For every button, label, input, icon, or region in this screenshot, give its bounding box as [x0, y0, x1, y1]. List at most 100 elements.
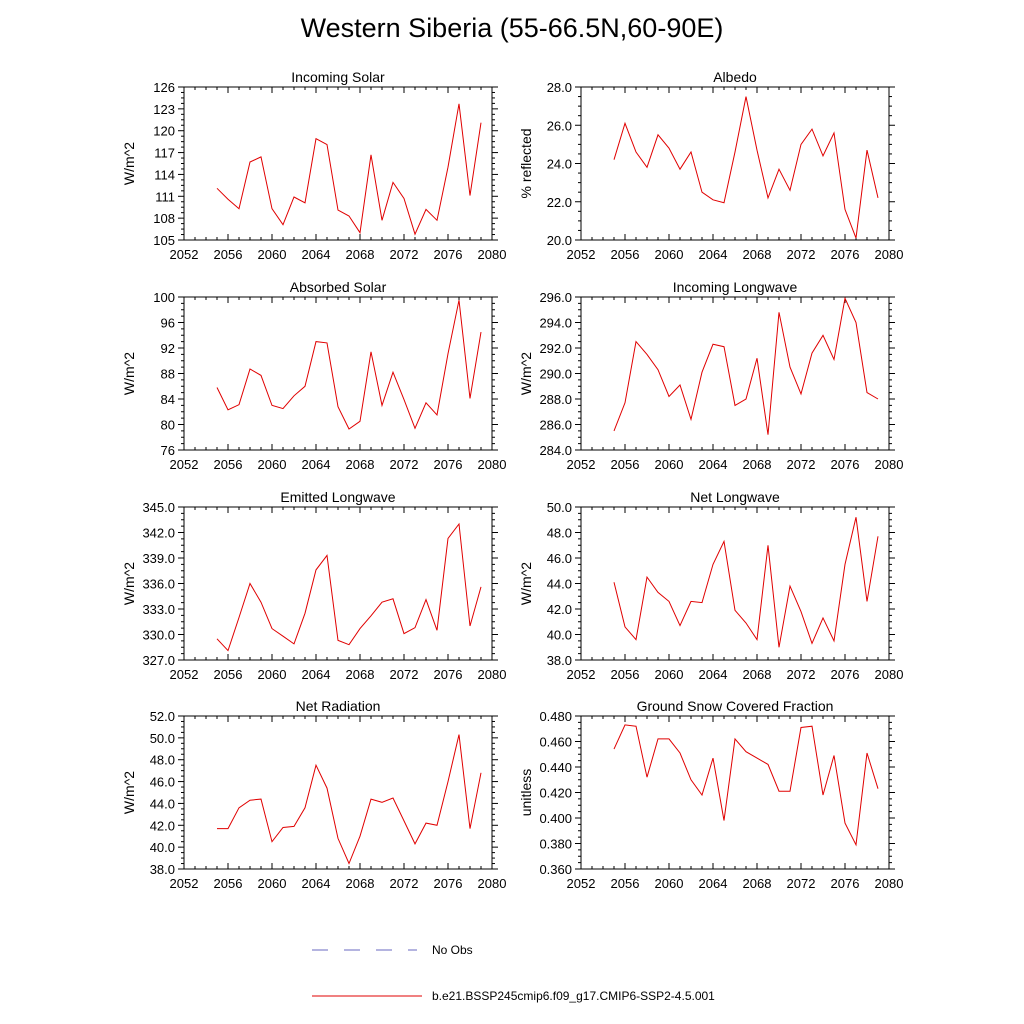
x-tick-label: 2072 [390, 247, 419, 262]
x-tick-label: 2064 [302, 667, 331, 682]
y-tick-label: 20.0 [547, 233, 572, 248]
y-tick-label: 126 [153, 80, 175, 95]
x-tick-label: 2068 [346, 667, 375, 682]
plot-frame [183, 296, 493, 451]
y-tick-label: 290.0 [539, 367, 572, 382]
x-tick-label: 2064 [699, 247, 728, 262]
y-tick-label: 339.0 [142, 551, 175, 566]
y-tick-label: 0.380 [539, 837, 572, 852]
y-tick-label: 44.0 [547, 577, 572, 592]
x-tick-label: 2072 [787, 247, 816, 262]
panel-net-longwave: Net Longwave W/m^2 2052 2056 2060 2064 2068 207… [518, 489, 903, 682]
x-tick-label: 2072 [787, 457, 816, 472]
y-tick-label: 336.0 [142, 577, 175, 592]
panel-title: Net Radiation [296, 698, 381, 714]
panel-title: Emitted Longwave [280, 489, 395, 505]
y-axis-label: W/m^2 [121, 562, 137, 605]
x-tick-label: 2052 [567, 876, 596, 891]
plot-frame [580, 86, 890, 241]
x-tick-label: 2072 [787, 876, 816, 891]
y-tick-label: 88 [161, 367, 175, 382]
y-axis-label: W/m^2 [121, 771, 137, 814]
y-tick-label: 52.0 [150, 709, 175, 724]
x-tick-label: 2080 [875, 247, 904, 262]
x-tick-label: 2068 [346, 247, 375, 262]
y-tick-label: 0.400 [539, 811, 572, 826]
x-tick-label: 2060 [655, 247, 684, 262]
y-tick-label: 22.0 [547, 195, 572, 210]
x-tick-label: 2076 [831, 457, 860, 472]
x-tick-label: 2076 [831, 667, 860, 682]
x-tick-label: 2068 [346, 876, 375, 891]
y-tick-label: 46.0 [547, 551, 572, 566]
y-axis-label: W/m^2 [121, 142, 137, 185]
x-tick-label: 2052 [170, 667, 199, 682]
x-tick-label: 2056 [214, 457, 243, 472]
series-line [216, 103, 482, 236]
plot-frame [183, 86, 493, 241]
x-tick-label: 2076 [434, 247, 463, 262]
series-line [216, 300, 482, 430]
x-tick-label: 2068 [743, 457, 772, 472]
plot-frame [580, 506, 890, 661]
panel-title: Albedo [713, 69, 757, 85]
panel-ground-snow-covered-fraction: Ground Snow Covered Fraction unitless 2052… [518, 698, 903, 891]
series-line [217, 734, 482, 865]
plot-frame [580, 296, 890, 451]
x-tick-label: 2052 [170, 247, 199, 262]
x-tick-label: 2056 [214, 876, 243, 891]
x-tick-label: 2064 [699, 457, 728, 472]
y-tick-label: 123 [153, 102, 175, 117]
legend-label: b.e21.BSSP245cmip6.f09_g17.CMIP6-SSP2-4.… [432, 989, 715, 1003]
y-tick-label: 292.0 [539, 341, 572, 356]
x-tick-label: 2056 [214, 247, 243, 262]
y-tick-label: 84 [161, 392, 175, 407]
y-tick-label: 105 [153, 233, 175, 248]
series-line [613, 517, 879, 648]
x-tick-label: 2064 [302, 247, 331, 262]
x-tick-label: 2080 [875, 876, 904, 891]
y-tick-label: 330.0 [142, 628, 175, 643]
plot-frame [183, 715, 493, 870]
y-tick-label: 0.420 [539, 786, 572, 801]
x-tick-label: 2080 [875, 457, 904, 472]
y-tick-label: 0.480 [539, 709, 572, 724]
x-tick-label: 2052 [170, 876, 199, 891]
legend-label: No Obs [432, 943, 473, 957]
x-tick-label: 2064 [699, 876, 728, 891]
x-tick-label: 2080 [478, 247, 507, 262]
y-tick-label: 96 [161, 316, 175, 331]
y-tick-label: 288.0 [539, 392, 572, 407]
x-tick-label: 2060 [655, 457, 684, 472]
series-line [613, 96, 879, 239]
x-tick-label: 2060 [655, 667, 684, 682]
legend-item-no-obs: No Obs [312, 943, 473, 957]
panel-incoming-longwave: Incoming Longwave W/m^2 2052 2056 2060 2064 20… [518, 279, 903, 472]
x-tick-label: 2064 [302, 457, 331, 472]
legend-item-model-run: b.e21.BSSP245cmip6.f09_g17.CMIP6-SSP2-4.… [312, 989, 715, 1003]
y-tick-label: 114 [154, 167, 175, 182]
x-tick-label: 2076 [434, 457, 463, 472]
x-tick-label: 2076 [831, 247, 860, 262]
y-tick-label: 0.360 [539, 862, 572, 877]
panel-title: Absorbed Solar [290, 279, 387, 295]
series-line [613, 296, 879, 435]
x-tick-label: 2076 [434, 876, 463, 891]
y-tick-label: 48.0 [150, 753, 175, 768]
y-tick-label: 38.0 [547, 653, 572, 668]
y-tick-label: 26.0 [547, 118, 572, 133]
x-tick-label: 2080 [478, 457, 507, 472]
y-tick-label: 46.0 [150, 775, 175, 790]
x-tick-label: 2056 [611, 667, 640, 682]
x-tick-label: 2056 [611, 876, 640, 891]
y-tick-label: 42.0 [547, 602, 572, 617]
y-tick-label: 327.0 [142, 653, 175, 668]
y-tick-label: 342.0 [142, 526, 175, 541]
legend-swatch-dashed [312, 949, 417, 951]
x-tick-label: 2056 [611, 457, 640, 472]
series-line [613, 724, 879, 847]
x-tick-label: 2056 [214, 667, 243, 682]
x-tick-label: 2052 [170, 457, 199, 472]
y-tick-label: 24.0 [547, 157, 572, 172]
